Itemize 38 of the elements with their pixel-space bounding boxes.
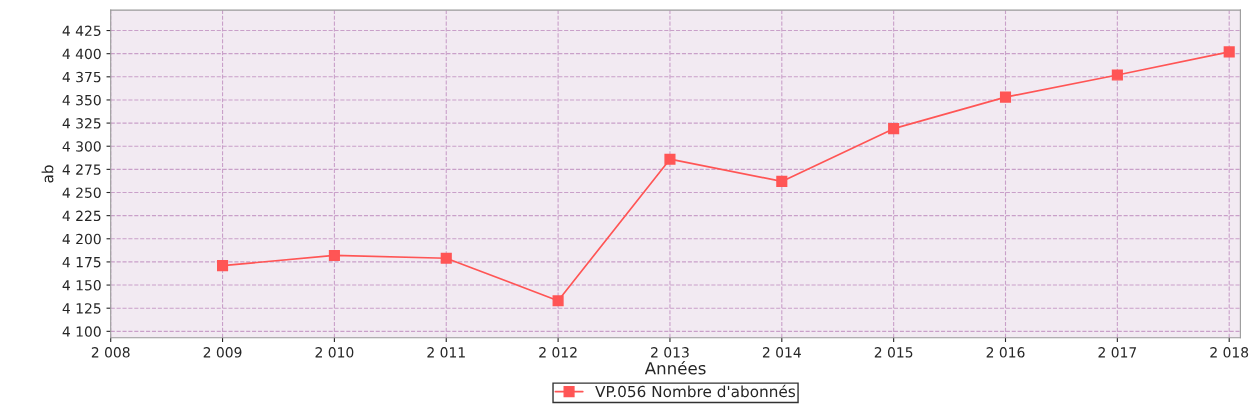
point: [552, 295, 564, 307]
y-tick-label: 4 200: [62, 233, 101, 245]
x-axis-title: Années: [644, 361, 706, 375]
x-tick-label: 2 017: [1098, 347, 1137, 358]
y-tick-label: 4 100: [62, 326, 101, 337]
point: [1111, 69, 1123, 81]
y-tick-label: 4 125: [62, 303, 101, 314]
y-tick-label: 4 300: [62, 141, 101, 152]
x-tick-label: 2 008: [91, 347, 130, 358]
x-tick-label: 2 016: [986, 347, 1025, 358]
x-tick-label: 2 012: [539, 347, 577, 358]
point: [328, 249, 340, 261]
y-axis-title: ab: [41, 165, 54, 183]
y-tick-label: 4 325: [62, 118, 101, 129]
point: [999, 91, 1012, 103]
point: [776, 175, 788, 187]
y-tick-label: 4 275: [62, 164, 101, 175]
x-tick-label: 2 011: [427, 347, 465, 358]
legend-label: VP.056 Nombre d'abonnés: [595, 384, 796, 398]
x-tick-label: 2 015: [874, 347, 913, 358]
y-tick-label: 4 225: [62, 210, 101, 222]
point: [664, 153, 676, 165]
y-tick-label: 4 150: [62, 280, 101, 291]
point: [440, 252, 452, 264]
y-tick-label: 4 250: [62, 187, 101, 198]
y-tick-label: 4 350: [62, 94, 101, 106]
y-tick-label: 4 375: [62, 71, 101, 83]
x-tick-label: 2 014: [762, 347, 801, 358]
point: [888, 123, 900, 135]
point: [216, 260, 229, 272]
y-tick-label: 4 175: [62, 257, 101, 268]
y-tick-label: 4 400: [62, 48, 101, 60]
x-tick-label: 2 018: [1210, 347, 1249, 358]
y-tick-label: 4 425: [62, 25, 101, 37]
x-tick-label: 2 009: [203, 347, 242, 358]
x-tick-label: 2 013: [651, 347, 689, 358]
point: [1223, 46, 1235, 58]
x-tick-label: 2 010: [315, 347, 354, 358]
